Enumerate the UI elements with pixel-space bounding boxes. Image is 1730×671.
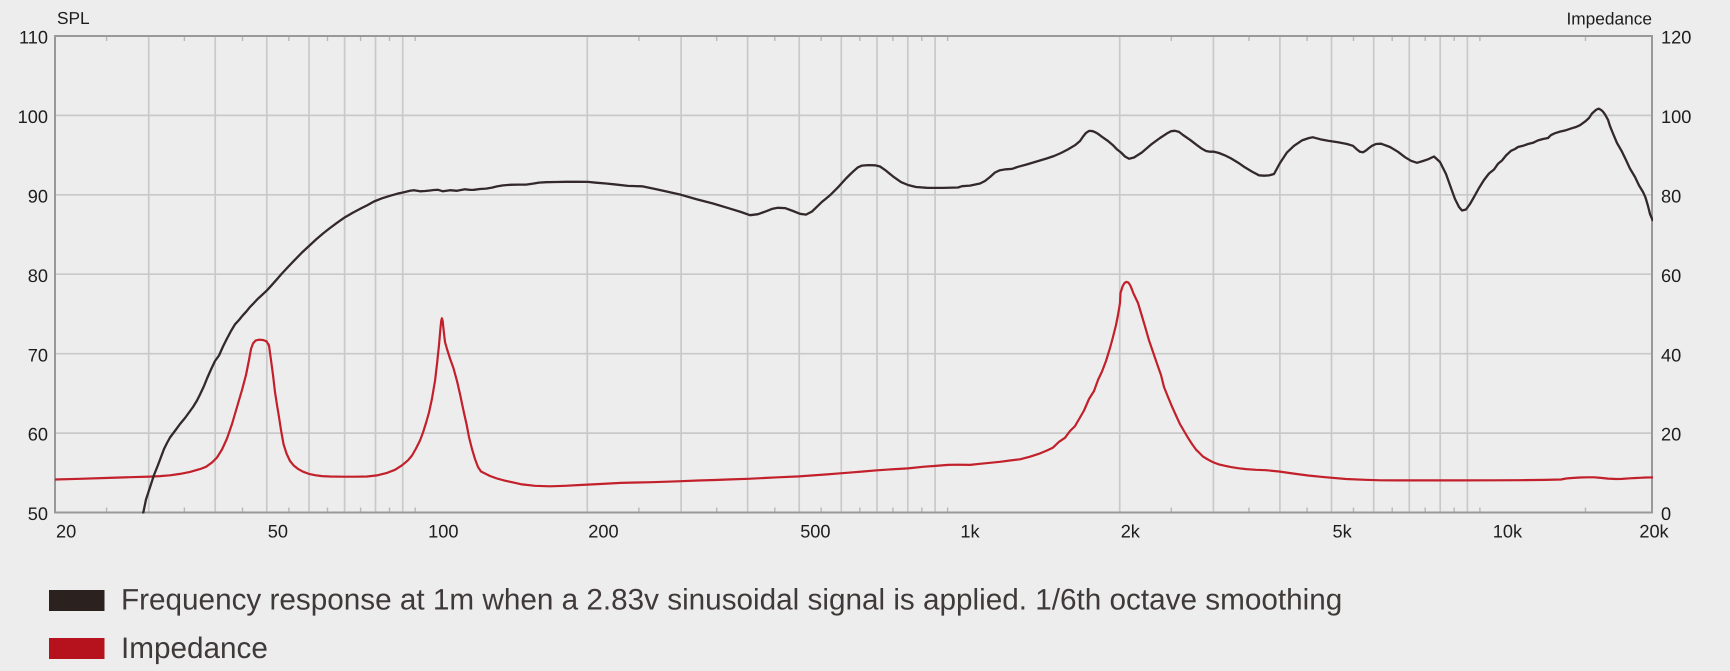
svg-text:Impedance: Impedance (121, 632, 268, 665)
svg-text:60: 60 (1661, 266, 1681, 286)
svg-text:90: 90 (28, 186, 48, 206)
svg-text:120: 120 (1661, 28, 1691, 48)
svg-text:60: 60 (28, 425, 48, 445)
svg-text:500: 500 (800, 522, 830, 542)
svg-text:5k: 5k (1333, 522, 1353, 542)
svg-text:80: 80 (1661, 186, 1681, 206)
svg-text:20k: 20k (1639, 522, 1669, 542)
svg-text:100: 100 (428, 522, 458, 542)
svg-text:Impedance: Impedance (1566, 9, 1652, 29)
svg-text:Frequency response at 1m when: Frequency response at 1m when a 2.83v si… (121, 584, 1342, 617)
svg-text:0: 0 (1661, 504, 1671, 524)
svg-text:2k: 2k (1121, 522, 1141, 542)
svg-text:1k: 1k (960, 522, 980, 542)
svg-text:50: 50 (268, 522, 288, 542)
svg-text:SPL: SPL (57, 8, 90, 28)
svg-text:100: 100 (18, 107, 48, 127)
svg-text:10k: 10k (1493, 522, 1523, 542)
svg-text:100: 100 (1661, 107, 1691, 127)
svg-text:80: 80 (28, 266, 48, 286)
svg-text:50: 50 (28, 504, 48, 524)
svg-text:110: 110 (19, 28, 48, 48)
svg-text:70: 70 (28, 345, 48, 365)
svg-text:40: 40 (1661, 345, 1681, 365)
svg-text:20: 20 (56, 522, 76, 542)
svg-text:200: 200 (588, 522, 618, 542)
svg-text:20: 20 (1661, 425, 1681, 445)
